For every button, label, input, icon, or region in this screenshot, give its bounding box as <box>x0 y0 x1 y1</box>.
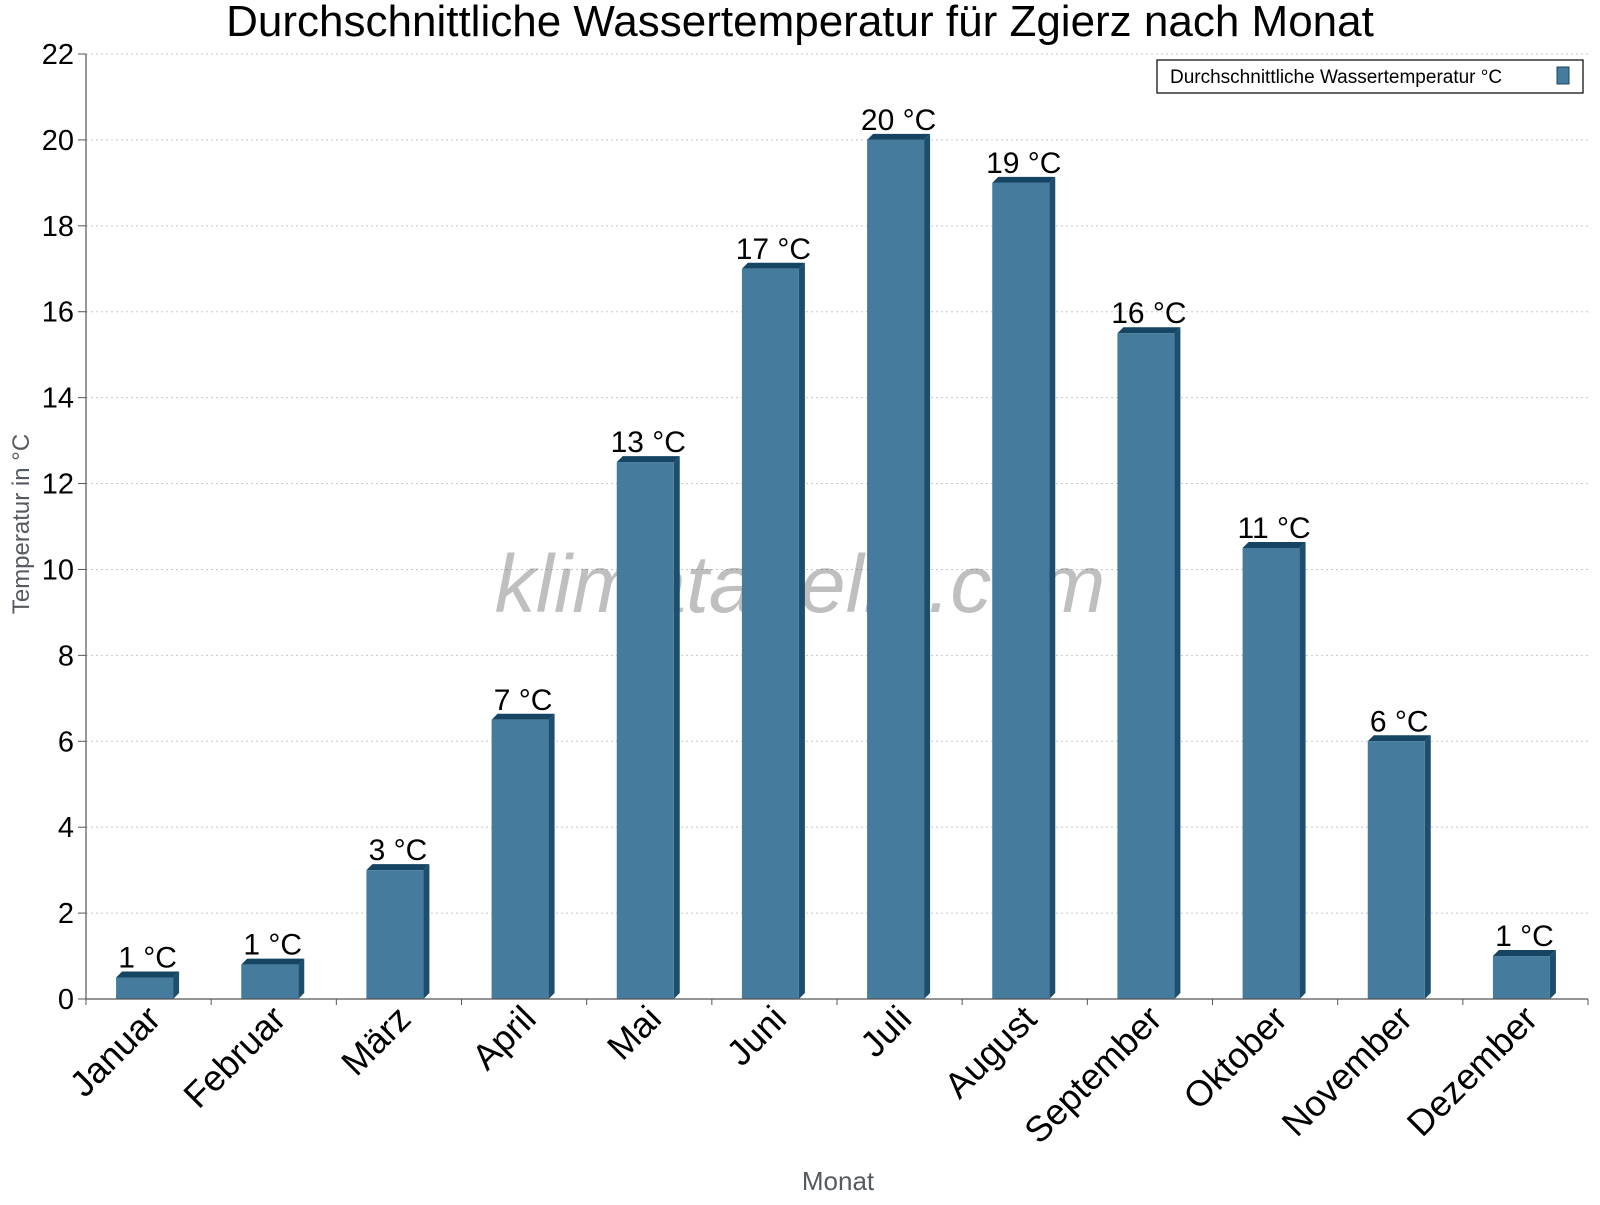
bar-side <box>173 971 180 999</box>
legend-label: Durchschnittliche Wassertemperatur °C <box>1170 67 1502 88</box>
bar-side <box>298 958 305 999</box>
bar-top <box>741 262 805 269</box>
bar-group: 1 °C <box>241 929 305 999</box>
bar <box>241 964 299 999</box>
y-tick-label: 6 <box>58 726 74 758</box>
legend-swatch <box>1556 66 1570 85</box>
y-tick-label: 18 <box>42 211 74 243</box>
bar-group: 7 °C <box>491 684 555 999</box>
y-tick-label: 4 <box>58 812 74 844</box>
bar-top <box>616 456 680 463</box>
bar-top <box>867 133 931 140</box>
bar-top <box>1117 327 1181 334</box>
data-label: 3 °C <box>369 834 428 867</box>
bar-top <box>1367 735 1431 742</box>
bar <box>741 268 799 1000</box>
bar <box>491 719 549 999</box>
bar <box>366 870 424 999</box>
data-label: 11 °C <box>1238 512 1311 545</box>
bar <box>1117 333 1175 999</box>
data-label: 13 °C <box>611 426 686 459</box>
y-tick-label: 2 <box>58 898 74 930</box>
bars: 1 °C 1 °C 3 °C 7 °C 13 °C 17 °C 20 °C 19 °C 16 °… <box>116 104 1556 1000</box>
bar <box>1492 956 1550 999</box>
y-tick-label: 16 <box>42 297 74 329</box>
bar-top <box>1492 950 1556 957</box>
bar-group: 3 °C <box>366 834 430 999</box>
data-label: 1 °C <box>243 929 302 962</box>
bar-group: 19 °C <box>986 147 1061 999</box>
bar <box>992 182 1050 999</box>
bar-side <box>1299 541 1306 999</box>
bar-group: 1 °C <box>116 942 180 999</box>
bar-group: 11 °C <box>1238 512 1311 999</box>
data-label: 1 °C <box>118 942 177 975</box>
bar-side <box>1174 327 1181 999</box>
bar-top <box>1242 541 1306 548</box>
grid-lines <box>86 53 1588 914</box>
legend: Durchschnittliche Wassertemperatur °C <box>1156 59 1584 94</box>
y-axis-label: Temperatur in °C <box>8 434 35 614</box>
y-tick-label: 0 <box>58 984 74 1016</box>
bar <box>867 139 925 1000</box>
data-label: 19 °C <box>986 147 1061 180</box>
data-label: 20 °C <box>861 104 936 137</box>
bar-side <box>1424 735 1431 999</box>
y-tick-label: 12 <box>42 469 74 501</box>
bar-side <box>423 864 430 999</box>
bar-group: 20 °C <box>861 104 936 1000</box>
bar-side <box>1049 176 1056 999</box>
bar <box>116 977 174 999</box>
bar-top <box>241 958 305 965</box>
bar-side <box>924 133 931 1000</box>
bar-group: 1 °C <box>1492 920 1556 999</box>
data-label: 17 °C <box>736 233 811 266</box>
bar-side <box>798 262 805 1000</box>
bar <box>1242 547 1300 999</box>
y-tick-label: 10 <box>42 554 74 586</box>
legend-box <box>1156 59 1584 94</box>
y-tick-label: 8 <box>58 640 74 672</box>
bar-group: 13 °C <box>611 426 686 999</box>
bar-top <box>116 971 180 978</box>
data-label: 1 °C <box>1495 920 1554 953</box>
bar-group: 17 °C <box>736 233 811 1000</box>
data-label: 6 °C <box>1370 705 1429 738</box>
bar <box>1367 741 1425 999</box>
y-tick-label: 20 <box>42 125 74 157</box>
chart-title: Durchschnittliche Wassertemperatur für Z… <box>226 0 1374 46</box>
data-label: 16 °C <box>1111 297 1186 330</box>
bar-top <box>366 864 430 871</box>
data-label: 7 °C <box>494 684 553 717</box>
bar <box>616 462 674 999</box>
bar-side <box>1549 950 1556 999</box>
y-tick-label: 22 <box>42 39 74 71</box>
bar-group: 6 °C <box>1367 705 1431 999</box>
bar-side <box>548 713 555 999</box>
bar-top <box>992 176 1056 183</box>
y-tick-label: 14 <box>42 383 74 415</box>
bar-top <box>491 713 555 720</box>
bar-side <box>673 456 680 999</box>
bar-group: 16 °C <box>1111 297 1187 999</box>
x-axis-label: Monat <box>802 1166 875 1196</box>
